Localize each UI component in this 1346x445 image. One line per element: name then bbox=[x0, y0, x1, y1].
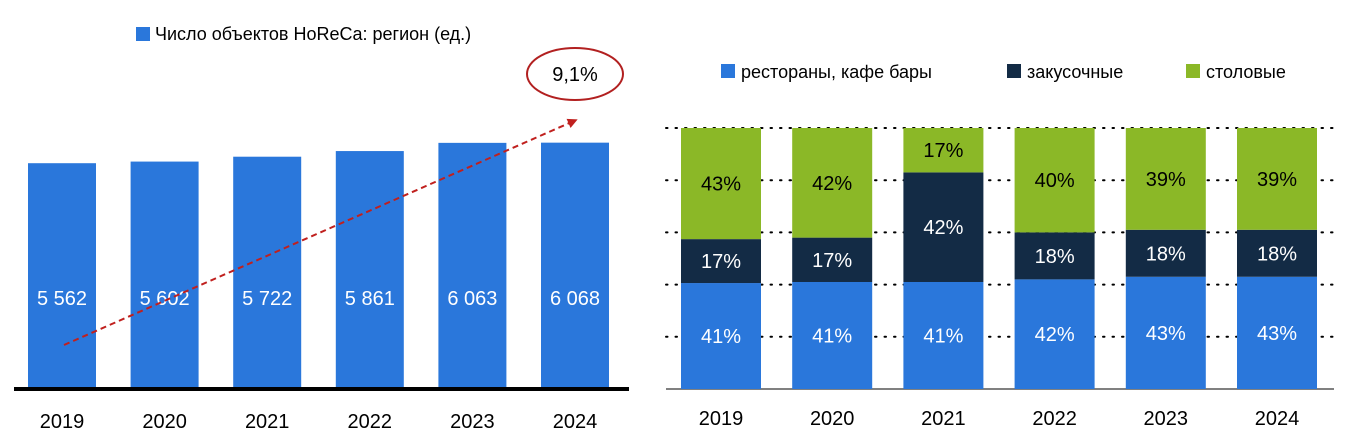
left-bar-2020 bbox=[130, 161, 199, 389]
right-tick-2021: 2021 bbox=[921, 408, 966, 430]
right-label-2022-series-2: 40% bbox=[1035, 170, 1075, 192]
left-tick-2019: 2019 bbox=[40, 411, 85, 433]
growth-ellipse bbox=[526, 47, 624, 101]
right-bar-2019-series-1 bbox=[681, 239, 761, 284]
right-bar-2021-series-1 bbox=[903, 172, 984, 282]
left-tick-2022: 2022 bbox=[348, 411, 393, 433]
right-label-2021-series-0: 41% bbox=[923, 325, 963, 347]
right-label-2022-series-1: 18% bbox=[1035, 246, 1075, 268]
growth-annotation: 9,1% bbox=[63, 47, 624, 346]
left-bar-value-2023: 6 063 bbox=[447, 288, 497, 310]
left-bars: 5 562 5 602 5 722 5 861 6 063 6 068 bbox=[28, 142, 609, 389]
right-bar-2023-series-2 bbox=[1125, 128, 1206, 230]
growth-arrow bbox=[63, 118, 578, 346]
right-tick-labels: 2019 2020 2021 2022 2023 2024 bbox=[699, 408, 1300, 430]
right-label-2020-series-2: 42% bbox=[812, 173, 852, 195]
right-bar-2023-series-0 bbox=[1125, 276, 1206, 389]
legend-label-snackbars: закусочные bbox=[1027, 62, 1123, 82]
right-bar-2020-series-1 bbox=[792, 237, 873, 282]
right-label-2020-series-1: 17% bbox=[812, 250, 852, 272]
right-gridlines bbox=[665, 127, 1335, 390]
left-bar-2022 bbox=[335, 151, 404, 389]
legend-swatch-snackbars bbox=[1007, 64, 1021, 78]
right-chart: рестораны, кафе бары закусочные столовые… bbox=[665, 62, 1335, 430]
growth-label: 9,1% bbox=[552, 64, 598, 86]
left-bar-value-2024: 6 068 bbox=[550, 288, 600, 310]
right-tick-2023: 2023 bbox=[1144, 408, 1189, 430]
right-bar-2020-series-0 bbox=[792, 281, 873, 389]
left-legend: Число объектов HoReCa: регион (ед.) bbox=[136, 24, 471, 44]
right-label-2021-series-2: 17% bbox=[923, 140, 963, 162]
right-tick-2022: 2022 bbox=[1032, 408, 1077, 430]
right-bar-2023-series-1 bbox=[1125, 229, 1206, 277]
right-label-2021-series-1: 42% bbox=[923, 217, 963, 239]
left-tick-2020: 2020 bbox=[142, 411, 187, 433]
right-bar-2024-series-2 bbox=[1237, 128, 1317, 230]
left-bar-value-2021: 5 722 bbox=[242, 288, 292, 310]
left-bar-value-2020: 5 602 bbox=[140, 288, 190, 310]
left-bar-value-2019: 5 562 bbox=[37, 288, 87, 310]
legend-swatch-restaurants bbox=[721, 64, 735, 78]
left-tick-2021: 2021 bbox=[245, 411, 290, 433]
right-label-2022-series-0: 42% bbox=[1035, 324, 1075, 346]
right-label-2024-series-0: 43% bbox=[1257, 323, 1297, 345]
right-label-2019-series-2: 43% bbox=[701, 174, 741, 196]
right-label-2023-series-1: 18% bbox=[1146, 243, 1186, 265]
right-bar-2024-series-0 bbox=[1237, 276, 1317, 389]
right-bars: 41% 17% 43% 41% 17% 42% 41% 42% 17% 42% 18% 40% 43% 1… bbox=[681, 128, 1317, 389]
right-bar-2019-series-2 bbox=[681, 128, 761, 240]
right-bar-2022-series-2 bbox=[1014, 128, 1095, 233]
left-bar-2024 bbox=[541, 142, 609, 389]
right-label-2023-series-0: 43% bbox=[1146, 323, 1186, 345]
left-bar-2021 bbox=[233, 156, 302, 389]
right-label-2024-series-2: 39% bbox=[1257, 169, 1297, 191]
right-tick-2019: 2019 bbox=[699, 408, 744, 430]
right-tick-2024: 2024 bbox=[1255, 408, 1300, 430]
right-bar-2021-series-0 bbox=[903, 281, 984, 389]
legend-label-canteens: столовые bbox=[1206, 62, 1286, 82]
legend-label-restaurants: рестораны, кафе бары bbox=[741, 62, 932, 82]
left-bar-2019 bbox=[28, 163, 96, 389]
left-legend-swatch bbox=[136, 27, 150, 41]
left-tick-2024: 2024 bbox=[553, 411, 598, 433]
right-bar-2022-series-1 bbox=[1014, 232, 1095, 280]
right-bar-2024-series-1 bbox=[1237, 229, 1317, 277]
right-label-2019-series-1: 17% bbox=[701, 251, 741, 273]
legend-swatch-canteens bbox=[1186, 64, 1200, 78]
right-legend: рестораны, кафе бары закусочные столовые bbox=[721, 62, 1286, 82]
right-label-2020-series-0: 41% bbox=[812, 325, 852, 347]
right-bar-2020-series-2 bbox=[792, 128, 873, 238]
left-chart: Число объектов HoReCa: регион (ед.) 5 56… bbox=[14, 24, 629, 433]
left-legend-label: Число объектов HoReCa: регион (ед.) bbox=[155, 24, 471, 44]
left-tick-2023: 2023 bbox=[450, 411, 495, 433]
right-tick-2020: 2020 bbox=[810, 408, 855, 430]
right-bar-2022-series-0 bbox=[1014, 279, 1095, 389]
left-bar-value-2022: 5 861 bbox=[345, 288, 395, 310]
left-bar-2023 bbox=[438, 142, 507, 389]
right-label-2024-series-1: 18% bbox=[1257, 243, 1297, 265]
right-bar-2019-series-0 bbox=[681, 283, 761, 389]
right-label-2023-series-2: 39% bbox=[1146, 169, 1186, 191]
right-label-2019-series-0: 41% bbox=[701, 326, 741, 348]
left-tick-labels: 2019 2020 2021 2022 2023 2024 bbox=[40, 411, 598, 433]
right-bar-2021-series-2 bbox=[903, 128, 984, 173]
